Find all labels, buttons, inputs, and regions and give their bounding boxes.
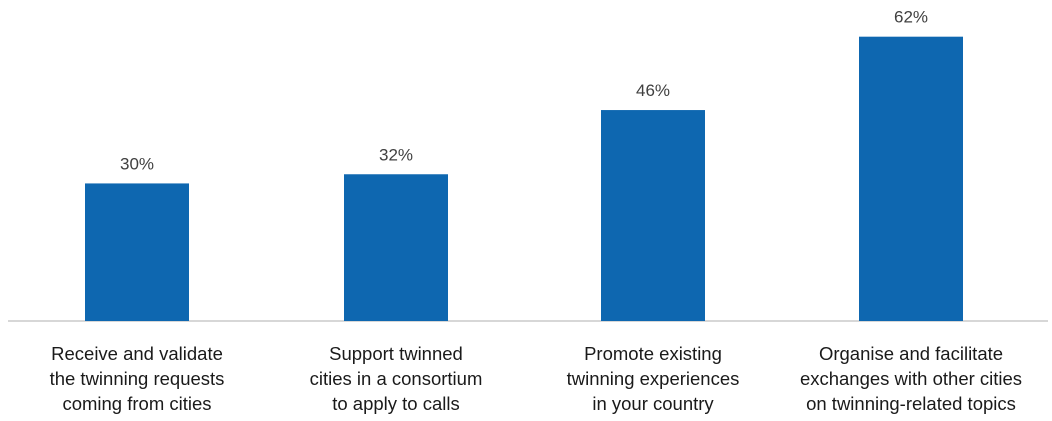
category-label-4: Organise and facilitate exchanges with ot…	[782, 341, 1040, 416]
category-label-line: Receive and validate	[51, 343, 223, 364]
bar-4	[859, 36, 963, 321]
category-label-line: Support twinned	[329, 343, 463, 364]
data-label-1: 30%	[120, 154, 154, 173]
bar-2	[344, 174, 448, 321]
category-label-line: to apply to calls	[332, 393, 460, 414]
category-label-line: Organise and facilitate	[818, 343, 1004, 364]
category-label-line: exchanges with other cities	[799, 368, 1023, 389]
category-label-1: Receive and validate the twinning request…	[8, 341, 266, 416]
bar-3	[601, 110, 705, 321]
category-label-3: Promote existing twinning experiences in y…	[524, 341, 782, 416]
data-label-3: 46%	[636, 81, 670, 100]
category-label-line: twinning experiences	[566, 368, 740, 389]
category-label-line: the twinning requests	[49, 368, 225, 389]
category-label-line: Promote existing	[584, 343, 722, 364]
data-label-4: 62%	[894, 8, 928, 27]
category-label-line: in your country	[592, 393, 714, 414]
category-label-2: Support twinned cities in a consortium to …	[267, 341, 525, 416]
data-label-2: 32%	[379, 145, 413, 164]
category-label-line: cities in a consortium	[309, 368, 483, 389]
category-label-line: coming from cities	[62, 393, 212, 414]
category-label-line: on twinning-related topics	[806, 393, 1016, 414]
bar-1	[85, 183, 189, 321]
